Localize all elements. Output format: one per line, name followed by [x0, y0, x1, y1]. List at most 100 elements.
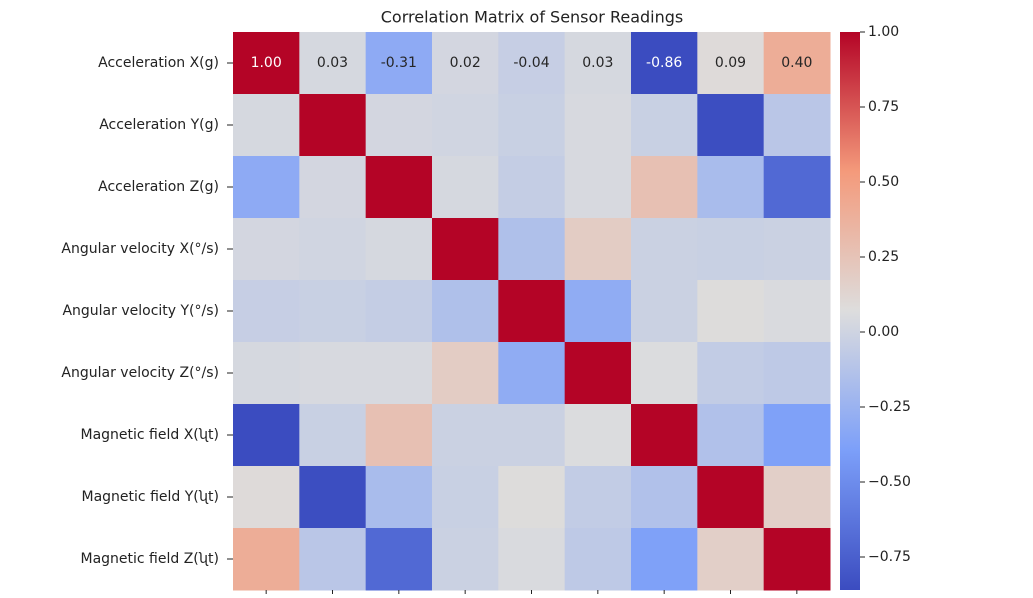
cell-label: 0.02	[450, 55, 481, 71]
heatmap-cell	[564, 156, 632, 219]
heatmap-cell	[365, 156, 433, 219]
heatmap-cell	[564, 32, 632, 95]
heatmap-cell	[498, 528, 566, 591]
heatmap-cell	[498, 466, 566, 529]
heatmap-cell	[631, 32, 698, 95]
heatmap-cell	[365, 280, 433, 343]
heatmap-cell	[763, 466, 831, 529]
heatmap-cell	[432, 156, 499, 219]
y-tick-label: Acceleration Y(g)	[99, 117, 219, 133]
heatmap-cell	[233, 404, 300, 467]
chart-title: Correlation Matrix of Sensor Readings	[381, 8, 684, 27]
heatmap-cell	[498, 342, 566, 405]
heatmap-cell	[498, 94, 566, 157]
heatmap-cell	[299, 280, 367, 343]
colorbar-tick-label: 1.00	[868, 24, 899, 40]
heatmap-cell	[233, 342, 300, 405]
heatmap-cell	[498, 404, 566, 467]
heatmap-cell	[365, 218, 433, 281]
heatmap-cell	[365, 528, 433, 591]
cell-label: -0.31	[381, 55, 417, 71]
colorbar-tick-label: −0.75	[868, 549, 911, 565]
colorbar-tick-label: 0.00	[868, 324, 899, 340]
heatmap-cell	[498, 156, 566, 219]
heatmap-cell	[233, 466, 300, 529]
heatmap-cell	[631, 156, 698, 219]
cell-label: 0.40	[781, 55, 812, 71]
heatmap-cell	[233, 280, 300, 343]
heatmap-cell	[233, 32, 300, 95]
heatmap-cell	[299, 528, 367, 591]
colorbar-tick-label: 0.75	[868, 99, 899, 115]
heatmap-cell	[432, 218, 499, 281]
heatmap-cell	[564, 218, 632, 281]
heatmap-cell	[631, 466, 698, 529]
heatmap-cell	[365, 342, 433, 405]
colorbar-tick-label: −0.50	[868, 474, 911, 490]
heatmap-cell	[498, 280, 566, 343]
heatmap-cell	[299, 32, 367, 95]
y-tick-label: Acceleration Z(g)	[98, 179, 219, 195]
heatmap-cell	[299, 156, 367, 219]
heatmap-cell	[432, 342, 499, 405]
heatmap-cell	[365, 404, 433, 467]
heatmap-cell	[564, 280, 632, 343]
cell-label: 0.03	[582, 55, 613, 71]
heatmap-cell	[697, 94, 765, 157]
heatmap-cell	[763, 528, 831, 591]
heatmap-cell	[763, 404, 831, 467]
cell-label: -0.04	[513, 55, 549, 71]
heatmap-cell	[365, 94, 433, 157]
colorbar-tick-label: 0.25	[868, 249, 899, 265]
y-tick-label: Angular velocity Z(°/s)	[61, 365, 219, 381]
heatmap-cell	[233, 156, 300, 219]
heatmap-cell	[365, 32, 433, 95]
colorbar-tick-label: 0.50	[868, 174, 899, 190]
heatmap-cell	[299, 466, 367, 529]
y-tick-label: Magnetic field X(ʯt)	[80, 427, 219, 443]
heatmap-cell	[564, 342, 632, 405]
heatmap-cell	[697, 528, 765, 591]
heatmap-cell	[697, 218, 765, 281]
heatmap-cell	[697, 32, 765, 95]
cell-label: 0.09	[715, 55, 746, 71]
heatmap-cell	[564, 466, 632, 529]
heatmap-cell	[233, 94, 300, 157]
heatmap-cell	[432, 466, 499, 529]
heatmap-cell	[299, 94, 367, 157]
heatmap-cell	[299, 218, 367, 281]
heatmap-cell	[432, 404, 499, 467]
heatmap-cell	[233, 218, 300, 281]
heatmap-cell	[233, 528, 300, 591]
heatmap-cell	[631, 94, 698, 157]
heatmap-cell	[564, 94, 632, 157]
heatmap-cell	[432, 528, 499, 591]
heatmap-cell	[763, 342, 831, 405]
heatmap-cell	[697, 280, 765, 343]
heatmap-cell	[432, 94, 499, 157]
heatmap-cell	[432, 280, 499, 343]
cell-label: 1.00	[251, 55, 282, 71]
heatmap-cell	[365, 466, 433, 529]
heatmap-cell	[697, 466, 765, 529]
heatmap-cell	[631, 528, 698, 591]
heatmap-cell	[763, 156, 831, 219]
heatmap-cell	[564, 528, 632, 591]
heatmap-cell	[564, 404, 632, 467]
heatmap-cell	[432, 32, 499, 95]
heatmap-cell	[763, 32, 831, 95]
heatmap-cell	[498, 218, 566, 281]
y-tick-label: Acceleration X(g)	[98, 55, 219, 71]
heatmap-cell	[697, 342, 765, 405]
y-tick-label: Magnetic field Y(ʯt)	[82, 489, 219, 505]
heatmap-cell	[631, 342, 698, 405]
y-tick-label: Angular velocity Y(°/s)	[62, 303, 219, 319]
cell-label: 0.03	[317, 55, 348, 71]
y-tick-label: Magnetic field Z(ʯt)	[80, 551, 219, 567]
heatmap-cell	[763, 280, 831, 343]
colorbar-tick-label: −0.25	[868, 399, 911, 415]
heatmap-cell	[299, 342, 367, 405]
heatmap-cell	[498, 32, 566, 95]
heatmap-cell	[631, 280, 698, 343]
heatmap-cell	[763, 94, 831, 157]
